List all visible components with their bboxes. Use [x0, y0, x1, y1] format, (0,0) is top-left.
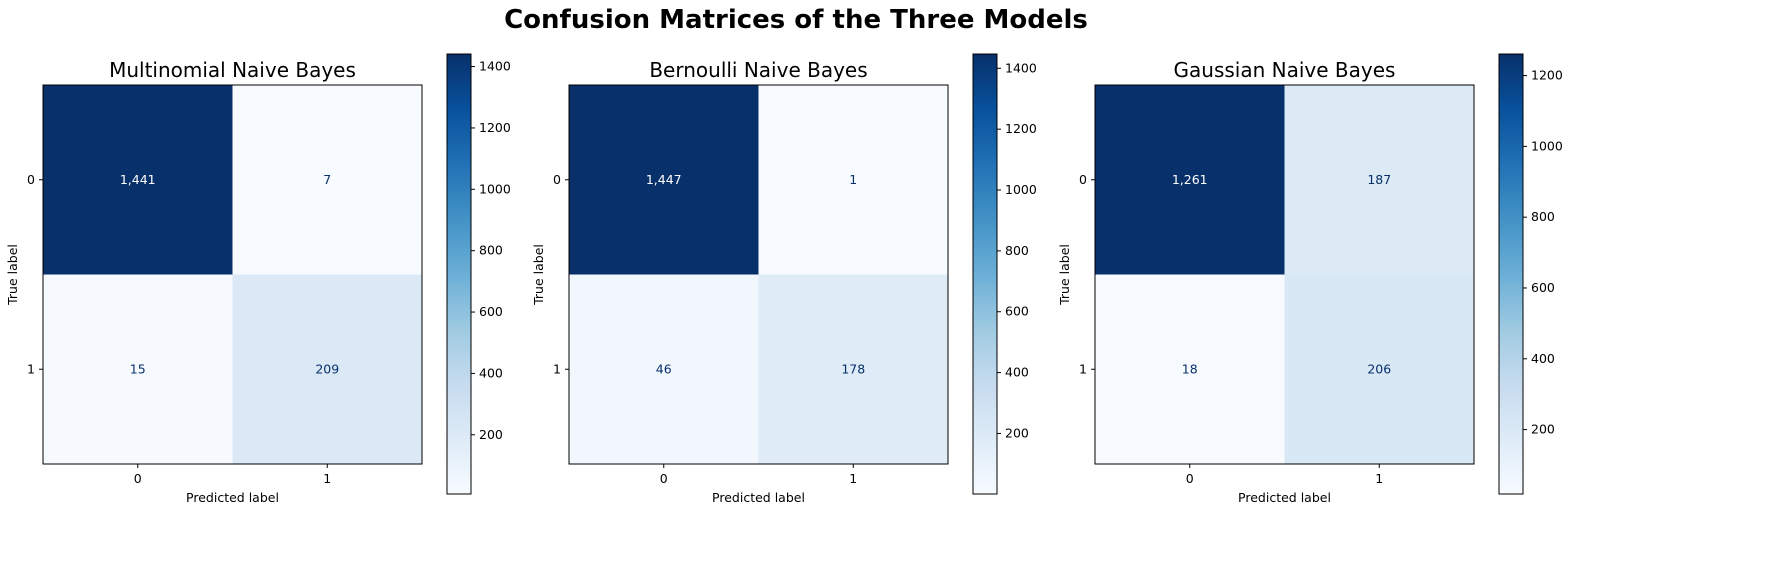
y-axis-label: True label	[1057, 244, 1072, 306]
matrix-cell	[1284, 85, 1474, 275]
y-tick-label: 0	[1079, 172, 1087, 187]
cell-value-label: 1,441	[120, 172, 156, 187]
y-tick-label: 0	[553, 172, 561, 187]
colorbar	[446, 53, 472, 495]
colorbar-tick-label: 1000	[479, 181, 511, 196]
matrix-cell	[232, 85, 422, 275]
x-tick-label: 1	[1375, 471, 1383, 486]
colorbar-tick-label: 1400	[1005, 60, 1037, 75]
x-axis-label: Predicted label	[186, 490, 279, 505]
x-axis-label: Predicted label	[712, 490, 805, 505]
matrix-cell	[1095, 274, 1285, 464]
colorbar-tick-label: 600	[1005, 304, 1029, 319]
colorbar-tick-label: 200	[1005, 425, 1029, 440]
colorbar-tick-label: 1400	[479, 59, 511, 74]
colorbar-tick-label: 600	[479, 304, 503, 319]
cell-value-label: 7	[323, 172, 331, 187]
colorbar-tick-label: 1200	[1005, 121, 1037, 136]
colorbar	[972, 53, 998, 495]
colorbar-tick-label: 200	[479, 427, 503, 442]
cell-value-label: 209	[315, 361, 339, 376]
y-tick-label: 0	[27, 172, 35, 187]
y-tick-label: 1	[27, 361, 35, 376]
colorbar-tick-label: 200	[1531, 422, 1555, 437]
colorbar-tick-label: 800	[1531, 209, 1555, 224]
matrix-cell	[569, 85, 759, 275]
matrix-cell	[758, 274, 948, 464]
cell-value-label: 1,261	[1172, 172, 1208, 187]
panel-title: Multinomial Naive Bayes	[109, 58, 356, 82]
y-tick-label: 1	[553, 361, 561, 376]
matrix-cell	[758, 85, 948, 275]
cell-value-label: 46	[656, 361, 672, 376]
colorbar-tick-label: 400	[1531, 351, 1555, 366]
y-tick-label: 1	[1079, 361, 1087, 376]
matrix-cell	[232, 274, 422, 464]
cell-value-label: 18	[1182, 361, 1198, 376]
matrix-frame	[568, 84, 949, 465]
colorbar-tick-label: 1000	[1531, 138, 1563, 153]
panel-title: Gaussian Naive Bayes	[1174, 58, 1396, 82]
confusion-matrix-panel: Gaussian Naive Bayes 1,261 187 18 206 0 1 0 1 Pre…	[1057, 53, 1563, 505]
matrix-cell	[569, 274, 759, 464]
y-axis-label: True label	[5, 244, 20, 306]
cell-value-label: 15	[130, 361, 146, 376]
matrix-frame	[42, 84, 423, 465]
matrix-cell	[43, 274, 233, 464]
cell-value-label: 206	[1367, 361, 1391, 376]
colorbar-tick-label: 600	[1531, 280, 1555, 295]
cell-value-label: 1	[849, 172, 857, 187]
colorbar	[1498, 53, 1524, 495]
matrix-cell	[1284, 274, 1474, 464]
x-tick-label: 0	[134, 471, 142, 486]
y-axis-label: True label	[531, 244, 546, 306]
colorbar-tick-label: 800	[1005, 243, 1029, 258]
colorbar-tick-label: 400	[479, 365, 503, 380]
cell-value-label: 187	[1367, 172, 1391, 187]
x-tick-label: 1	[323, 471, 331, 486]
confusion-matrix-panel: Multinomial Naive Bayes 1,441 7 15 209 0 1 0 1 Pr…	[5, 53, 511, 505]
colorbar-tick-label: 1000	[1005, 182, 1037, 197]
panel-title: Bernoulli Naive Bayes	[649, 58, 867, 82]
matrix-cell	[1095, 85, 1285, 275]
matrix-cell	[43, 85, 233, 275]
x-tick-label: 1	[849, 471, 857, 486]
figure-title: Confusion Matrices of the Three Models	[504, 5, 1088, 35]
x-tick-label: 0	[1186, 471, 1194, 486]
cell-value-label: 178	[841, 361, 865, 376]
confusion-matrix-panel: Bernoulli Naive Bayes 1,447 1 46 178 0 1 0 1 Pred…	[531, 53, 1037, 505]
x-tick-label: 0	[660, 471, 668, 486]
colorbar-tick-label: 1200	[1531, 68, 1563, 83]
colorbar-tick-label: 1200	[479, 120, 511, 135]
colorbar-tick-label: 400	[1005, 365, 1029, 380]
matrix-frame	[1094, 84, 1475, 465]
x-axis-label: Predicted label	[1238, 490, 1331, 505]
cell-value-label: 1,447	[646, 172, 682, 187]
colorbar-tick-label: 800	[479, 243, 503, 258]
